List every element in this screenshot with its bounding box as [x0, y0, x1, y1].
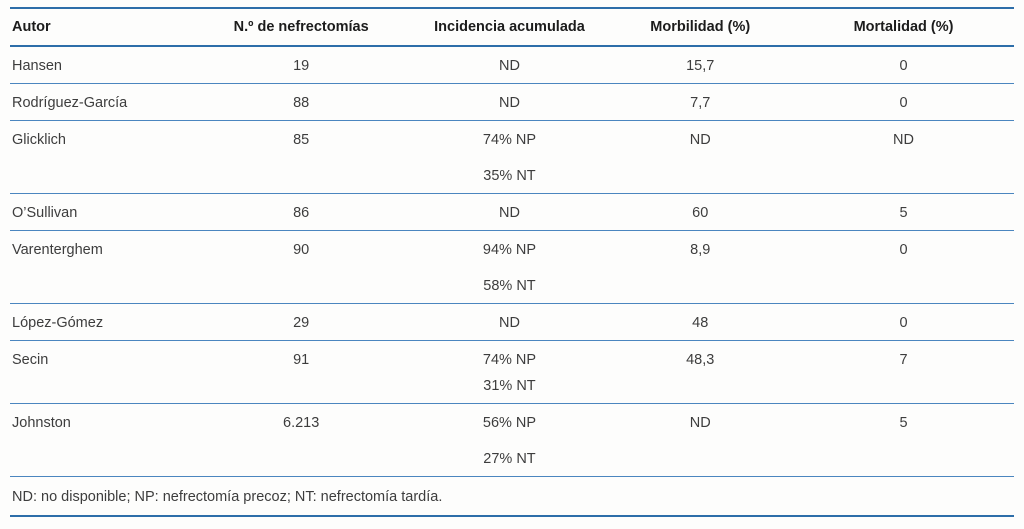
incidencia-line: 31% NT: [483, 378, 536, 394]
incidencia-line: 74% NP: [482, 132, 537, 148]
cell-morbilidad: ND: [689, 132, 711, 148]
cell-morbilidad: 60: [692, 205, 709, 221]
incidencia-line: 35% NT: [483, 168, 536, 184]
incidencia-line: 27% NT: [483, 451, 536, 467]
table-row: Secin 91 74% NP 31% NT 48,3 7: [10, 341, 1014, 404]
cell-morbilidad: 8,9: [690, 242, 711, 258]
incidencia-line: 58% NT: [483, 278, 536, 294]
cell-autor: Glicklich: [12, 132, 66, 148]
cell-nefrectomias: 86: [293, 205, 310, 221]
cell-nefrectomias: 91: [293, 352, 310, 368]
table-body: Hansen 19 ND 15,7 0 Rodríguez-García 88 …: [10, 47, 1014, 477]
nephrectomy-summary-table: Autor N.º de nefrectomías Incidencia acu…: [10, 7, 1014, 517]
table-footnote: ND: no disponible; NP: nefrectomía preco…: [12, 489, 443, 505]
cell-morbilidad: 15,7: [686, 58, 715, 74]
table-row: Rodríguez-García 88 ND 7,7 0: [10, 84, 1014, 121]
cell-nefrectomias: 29: [293, 315, 310, 331]
column-header-morbilidad: Morbilidad (%): [650, 19, 751, 35]
cell-autor: Rodríguez-García: [12, 95, 128, 111]
table-row: López-Gómez 29 ND 48 0: [10, 304, 1014, 341]
table-row: Hansen 19 ND 15,7 0: [10, 47, 1014, 84]
cell-mortalidad: 5: [899, 415, 908, 431]
cell-autor: López-Gómez: [12, 315, 104, 331]
incidencia-line: 56% NP: [482, 415, 537, 431]
cell-incidencia: 94% NP 58% NT: [412, 231, 608, 303]
cell-morbilidad: 7,7: [690, 95, 711, 111]
table-row: Glicklich 85 74% NP 35% NT ND ND: [10, 121, 1014, 194]
cell-morbilidad: ND: [689, 415, 711, 431]
incidencia-line: ND: [499, 95, 520, 111]
table-row: O’Sullivan 86 ND 60 5: [10, 194, 1014, 231]
cell-morbilidad: 48: [692, 315, 709, 331]
cell-incidencia: 74% NP 35% NT: [412, 121, 608, 193]
cell-incidencia: ND: [412, 47, 608, 83]
cell-nefrectomias: 88: [293, 95, 310, 111]
cell-mortalidad: 7: [899, 352, 908, 368]
incidencia-line: ND: [499, 58, 520, 74]
cell-mortalidad: 5: [899, 205, 908, 221]
cell-mortalidad: 0: [899, 315, 908, 331]
header-underline-rule: [10, 45, 1014, 47]
incidencia-line: ND: [499, 315, 520, 331]
cell-autor: O’Sullivan: [12, 205, 78, 221]
incidencia-line: ND: [499, 205, 520, 221]
cell-nefrectomias: 90: [293, 242, 310, 258]
table-header-row: Autor N.º de nefrectomías Incidencia acu…: [10, 9, 1014, 45]
cell-nefrectomias: 19: [293, 58, 310, 74]
cell-mortalidad: 0: [899, 58, 908, 74]
cell-incidencia: ND: [412, 84, 608, 120]
cell-autor: Johnston: [12, 415, 71, 431]
incidencia-line: 94% NP: [482, 242, 537, 258]
table-row: Varenterghem 90 94% NP 58% NT 8,9 0: [10, 231, 1014, 304]
cell-incidencia: ND: [412, 194, 608, 230]
cell-nefrectomias: 6.213: [283, 415, 320, 431]
table-bottom-rule: [10, 515, 1014, 517]
table-top-rule: [10, 7, 1014, 9]
cell-incidencia: ND: [412, 304, 608, 340]
cell-autor: Varenterghem: [12, 242, 103, 258]
cell-morbilidad: 48,3: [686, 352, 715, 368]
cell-autor: Secin: [12, 352, 49, 368]
column-header-nefrectomias: N.º de nefrectomías: [233, 19, 369, 35]
column-header-mortalidad: Mortalidad (%): [853, 19, 954, 35]
cell-mortalidad: ND: [893, 132, 914, 148]
cell-nefrectomias: 85: [293, 132, 310, 148]
incidencia-line: 74% NP: [482, 352, 537, 368]
cell-autor: Hansen: [12, 58, 62, 74]
cell-incidencia: 74% NP 31% NT: [412, 341, 608, 403]
column-header-autor: Autor: [12, 19, 51, 35]
cell-incidencia: 56% NP 27% NT: [412, 404, 608, 476]
column-header-incidencia: Incidencia acumulada: [434, 19, 585, 35]
table-row: Johnston 6.213 56% NP 27% NT ND 5: [10, 404, 1014, 477]
cell-mortalidad: 0: [899, 95, 908, 111]
cell-mortalidad: 0: [899, 242, 908, 258]
